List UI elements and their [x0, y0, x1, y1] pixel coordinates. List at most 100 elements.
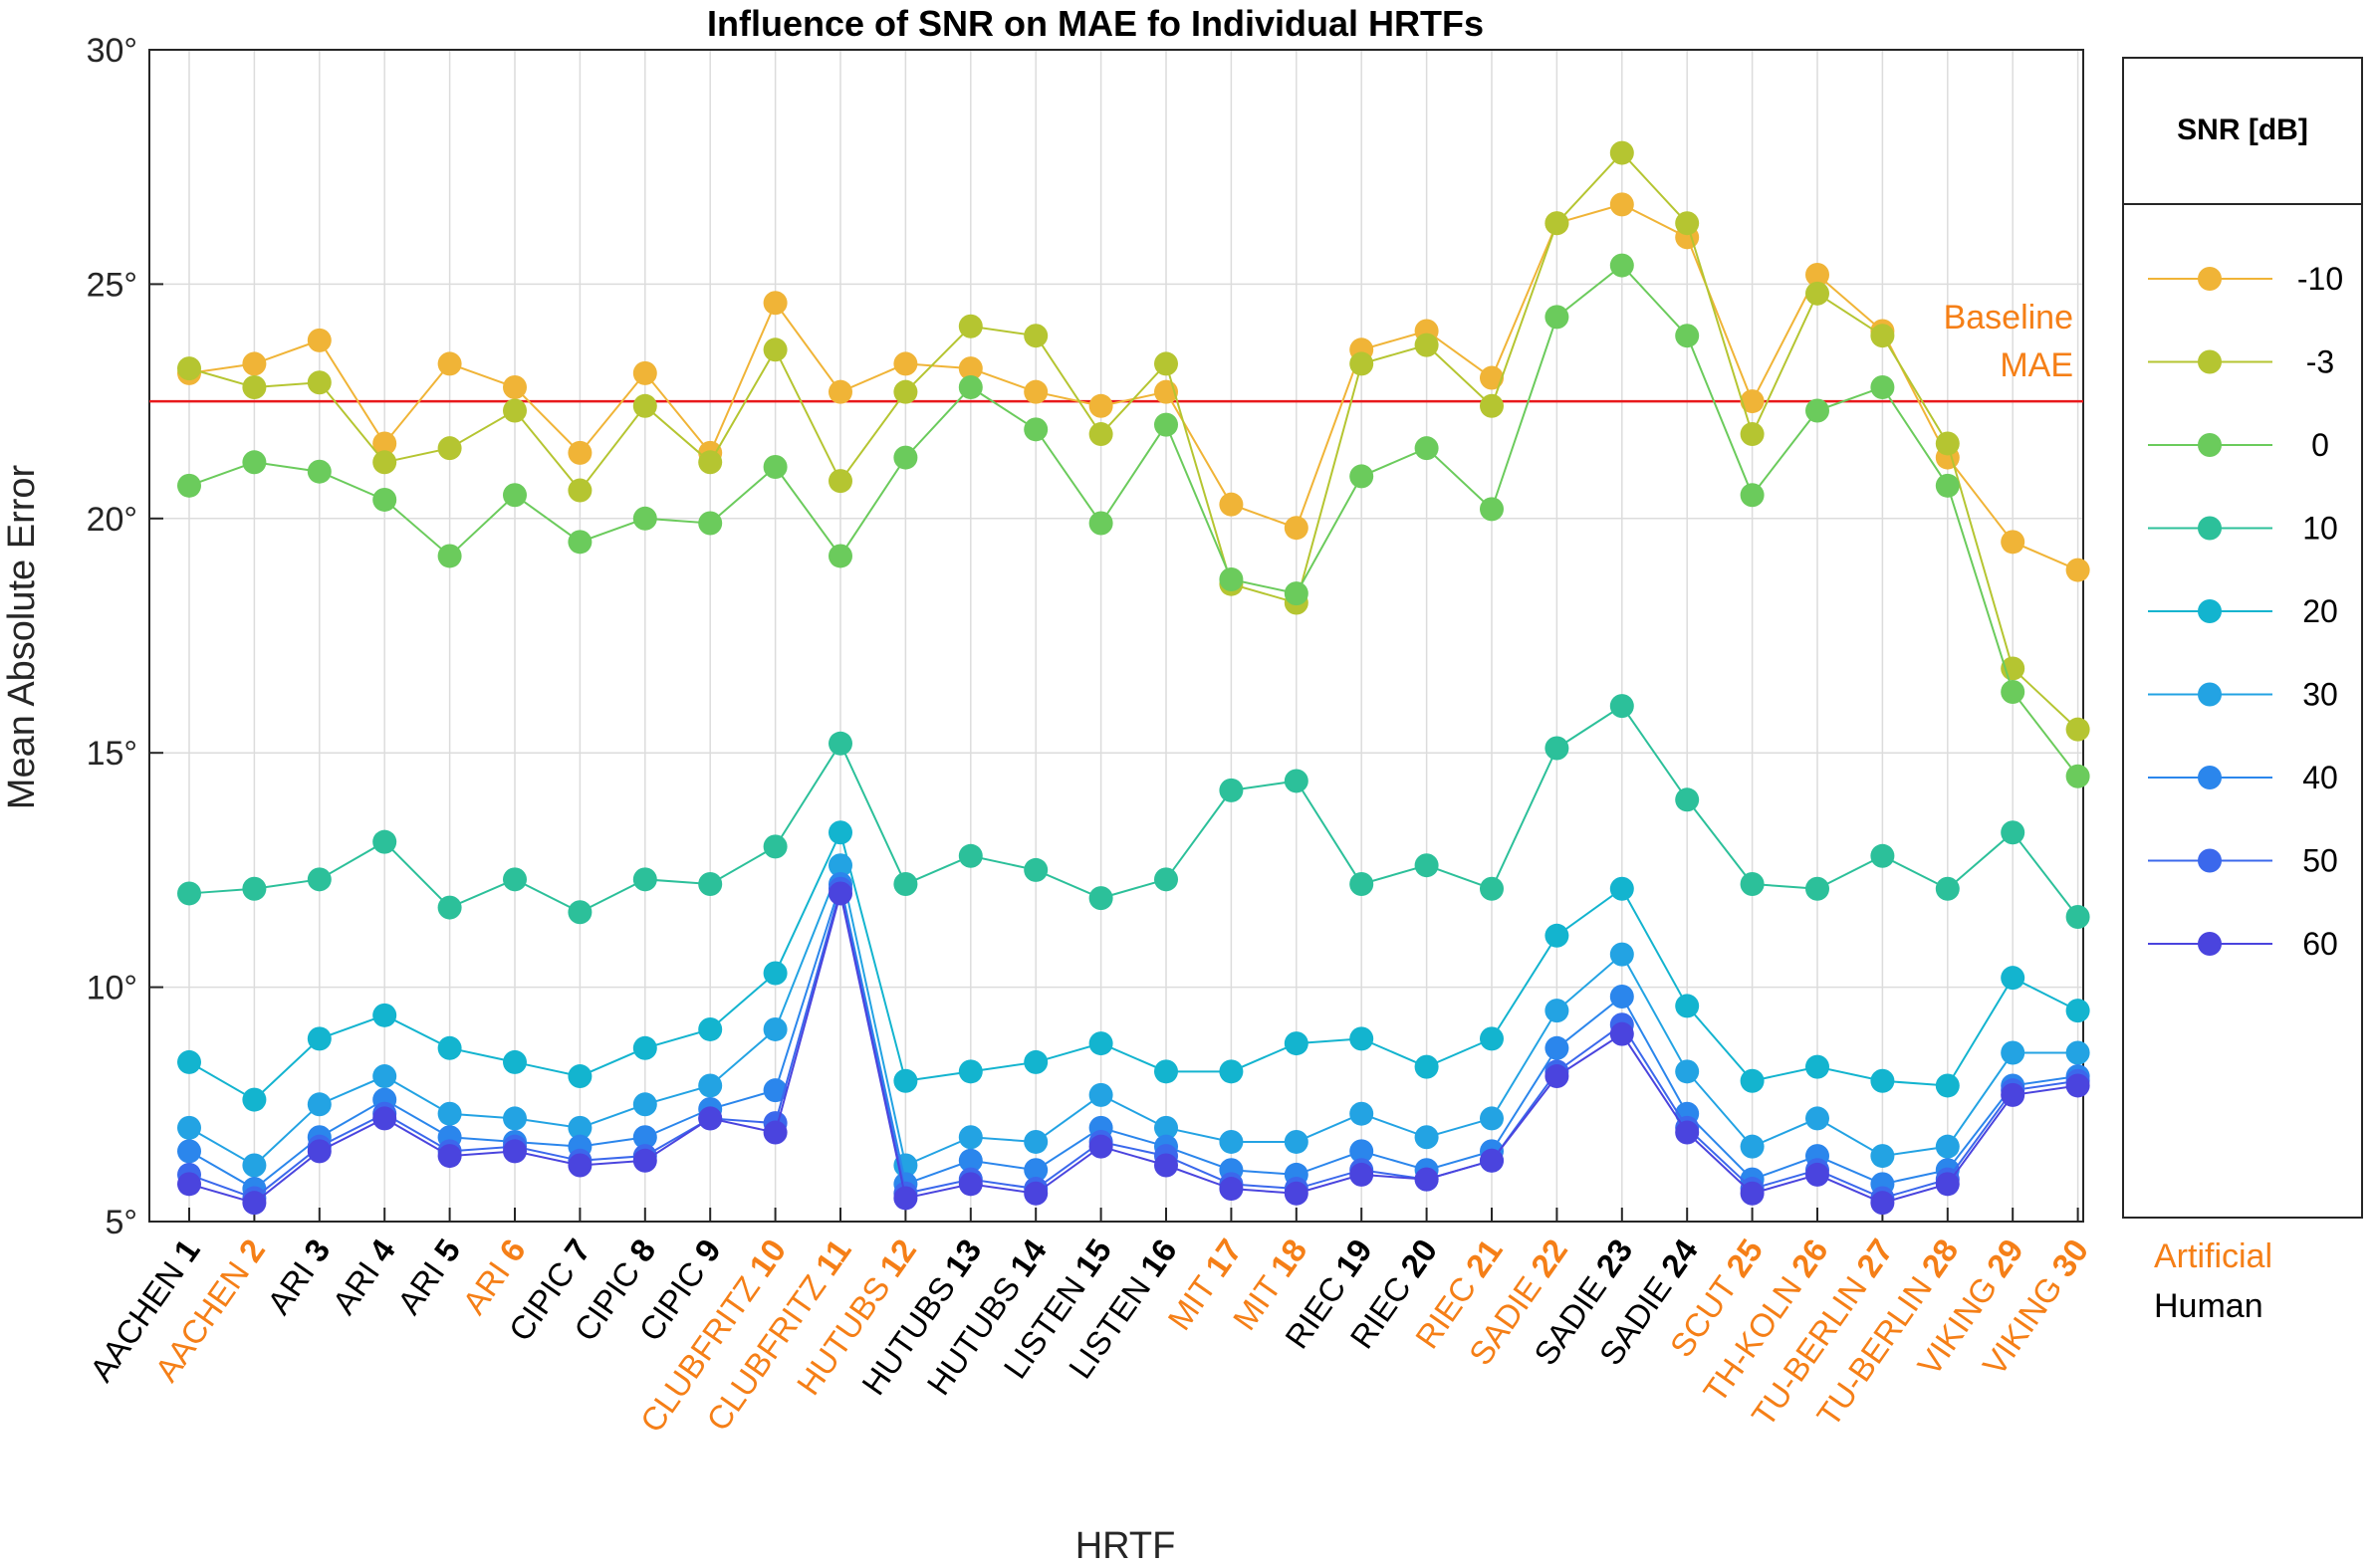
data-point: [829, 469, 852, 494]
data-point: [2001, 1082, 2025, 1107]
legend-item: 0: [2148, 427, 2329, 463]
data-point: [893, 872, 918, 897]
y-axis-label: Mean Absolute Error: [1, 464, 43, 809]
data-point: [1284, 1181, 1308, 1206]
data-point: [1349, 1026, 1374, 1051]
data-point: [1740, 872, 1765, 897]
legend-items: -10 -3 0 10 20 30 40 50 60: [2148, 261, 2343, 962]
legend-label: 40: [2302, 760, 2338, 795]
legend-item: 50: [2148, 843, 2338, 879]
data-point: [1219, 567, 1244, 592]
data-point: [1154, 1059, 1178, 1084]
data-point: [242, 450, 267, 475]
legend-item: 30: [2148, 677, 2338, 713]
data-point: [893, 379, 918, 404]
data-point: [568, 900, 593, 925]
series-snr-10: [177, 694, 2090, 929]
data-point: [1219, 1059, 1244, 1084]
snr-legend: SNR [dB] -10 -3 0 10 20 30 40 50 60: [2122, 57, 2363, 1219]
data-point: [1219, 492, 1244, 517]
data-point: [1088, 1134, 1113, 1159]
data-point: [1935, 1134, 1960, 1159]
data-point: [698, 1106, 723, 1131]
data-point: [1024, 857, 1049, 882]
data-point: [1740, 389, 1765, 414]
series-snr--3: [177, 140, 2090, 742]
series-layer: [177, 140, 2090, 1216]
data-point: [1024, 324, 1049, 348]
data-point: [2001, 679, 2025, 704]
data-point: [1675, 994, 1700, 1018]
data-point: [503, 398, 527, 423]
data-point: [1154, 351, 1178, 376]
data-point: [1284, 581, 1308, 606]
data-point: [503, 1049, 527, 1074]
data-point: [829, 731, 852, 756]
legend-item: -10: [2148, 261, 2343, 297]
data-point: [503, 374, 527, 399]
legend-item: -3: [2148, 344, 2334, 380]
data-point: [1675, 787, 1700, 812]
data-point: [1935, 1172, 1960, 1197]
data-point: [763, 455, 788, 480]
data-point: [1414, 1054, 1439, 1079]
y-axis-ticks: 5° 10° 15° 20° 25° 30°: [87, 32, 163, 1241]
legend-label: -3: [2306, 344, 2334, 380]
x-tick-label: ARI 5: [390, 1232, 468, 1321]
data-point: [1154, 1115, 1178, 1140]
series-snr--10: [177, 192, 2090, 582]
data-point: [763, 1120, 788, 1145]
data-point: [372, 1064, 397, 1089]
legend-marker: [2198, 766, 2222, 789]
data-point: [242, 876, 267, 901]
data-point: [829, 881, 852, 906]
data-point: [1088, 422, 1113, 447]
data-point: [698, 1016, 723, 1041]
data-point: [503, 867, 527, 892]
data-point: [242, 374, 267, 399]
data-point: [1480, 393, 1504, 418]
data-point: [1414, 1125, 1439, 1150]
data-point: [177, 881, 201, 906]
data-point: [1088, 1082, 1113, 1107]
data-point: [372, 829, 397, 854]
data-point: [1349, 1139, 1374, 1164]
data-point: [632, 1125, 657, 1150]
data-point: [1349, 1162, 1374, 1187]
data-point: [1740, 1181, 1765, 1206]
series-line: [188, 203, 2078, 571]
legend-marker: [2198, 433, 2222, 457]
data-point: [372, 450, 397, 475]
data-point: [1480, 1026, 1504, 1051]
data-point: [1675, 211, 1700, 236]
data-point: [893, 1068, 918, 1093]
data-point: [1414, 436, 1439, 461]
data-point: [632, 360, 657, 385]
data-point: [698, 1073, 723, 1098]
data-point: [1675, 1059, 1700, 1084]
data-point: [1609, 1021, 1634, 1046]
data-point: [1935, 431, 1960, 456]
data-point: [1414, 853, 1439, 878]
series-line: [188, 829, 2079, 1101]
data-point: [958, 1125, 983, 1150]
data-point: [1675, 1120, 1700, 1145]
data-point: [1480, 497, 1504, 522]
data-point: [1805, 281, 1829, 306]
data-point: [1154, 412, 1178, 437]
data-point: [568, 440, 593, 465]
data-point: [307, 1139, 332, 1164]
legend-item: 60: [2148, 926, 2338, 962]
y-tick-label: 5°: [105, 1204, 137, 1241]
data-point: [1284, 769, 1308, 793]
data-point: [632, 506, 657, 531]
x-axis-label: HRTF: [1075, 1525, 1176, 1567]
legend-item: 40: [2148, 760, 2338, 795]
legend-marker: [2198, 349, 2222, 374]
data-point: [1219, 1129, 1244, 1154]
data-point: [698, 450, 723, 475]
legend-marker: [2198, 267, 2222, 291]
baseline-label-line2: MAE: [2000, 346, 2073, 384]
data-point: [958, 314, 983, 338]
